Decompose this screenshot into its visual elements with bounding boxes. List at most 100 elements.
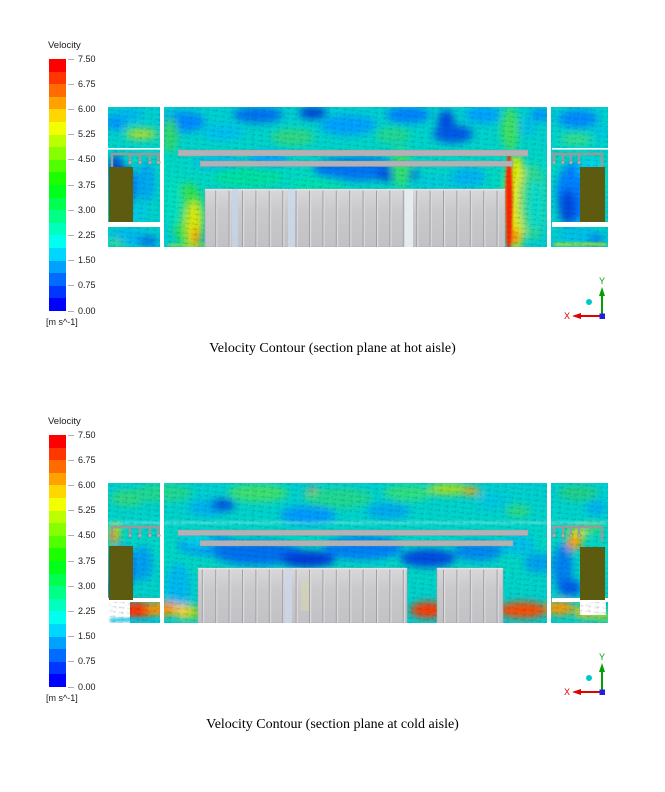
colorbar-band (49, 147, 66, 160)
colorbar-band (49, 674, 66, 687)
colorbar-tick-label: 5.25 (68, 506, 96, 515)
colorbar-tick-label: 7.50 (68, 430, 96, 440)
y-axis-arrowhead (599, 663, 605, 672)
colorbar-band (49, 134, 66, 148)
colorbar-band (49, 523, 66, 536)
colorbar-tick-label: 7.50 (68, 54, 96, 64)
colorbar-band (49, 535, 66, 549)
colorbar-tick-label: 4.50 (68, 531, 96, 540)
pipe-nozzles-left (128, 533, 161, 538)
x-axis-label: X (564, 687, 570, 697)
legend-unit: [m s^-1] (46, 317, 78, 327)
pipe-manifold-right (552, 152, 604, 167)
colorbar-band (49, 285, 66, 299)
colorbar-band (49, 598, 66, 612)
server-racks (204, 188, 506, 247)
pipe-manifold-right (552, 525, 604, 542)
colorbar-tick-label: 0.75 (68, 281, 96, 290)
coordinate-triad: X Y (564, 652, 605, 697)
colorbar (49, 59, 66, 311)
colorbar-tick-label: 0.00 (68, 306, 96, 316)
pipe-manifold-left (110, 152, 160, 167)
colorbar-band (49, 485, 66, 498)
crac-unit-left (109, 546, 133, 600)
colorbar-tick-label: 6.75 (68, 455, 96, 465)
colorbar-band (49, 260, 66, 274)
colorbar-band (49, 159, 66, 173)
cold-aisle-contour-figure (108, 483, 608, 623)
colorbar-band (49, 222, 66, 236)
colorbar-band (49, 96, 66, 110)
colorbar-tick-label: 1.50 (68, 632, 96, 641)
colorbar-band (49, 510, 66, 524)
legend-unit: [m s^-1] (46, 693, 78, 703)
colorbar-band (49, 210, 66, 223)
colorbar-band (49, 273, 66, 286)
colorbar-band (49, 298, 66, 311)
colorbar-ticks: 7.50 6.75 6.00 5.25 4.50 3.75 3.00 2.25 1.50 0.75… (68, 54, 118, 315)
colorbar-band (49, 573, 66, 587)
colorbar-band (49, 623, 66, 637)
y-axis-label: Y (599, 276, 605, 286)
colorbar-band (49, 586, 66, 599)
hot-aisle-contour-figure (108, 107, 608, 247)
colorbar-band (49, 71, 66, 85)
colorbar-tick-label: 4.50 (68, 155, 96, 164)
pipe-nozzles-right (552, 533, 582, 538)
colorbar-tick-label: 3.00 (68, 581, 96, 591)
colorbar-band (49, 460, 66, 473)
colorbar-band (49, 197, 66, 211)
colorbar (49, 435, 66, 687)
colorbar-tick-label: 6.00 (68, 104, 96, 114)
server-racks (197, 567, 504, 623)
colorbar-band (49, 560, 66, 574)
pipe-nozzles-right (552, 160, 582, 165)
colorbar-band (49, 661, 66, 675)
colorbar-band (49, 497, 66, 511)
cable-trays (177, 529, 529, 547)
legend-title: Velocity (48, 416, 81, 427)
colorbar-tick-label: 1.50 (68, 256, 96, 265)
figure-panel-hot-aisle: Velocity 7.50 6.75 6.00 5.25 4.50 3.75 3.00 2.2… (0, 0, 665, 376)
colorbar-band (49, 611, 66, 624)
x-axis-arrowhead (572, 689, 581, 695)
cable-trays (177, 149, 529, 167)
colorbar-band (49, 636, 66, 650)
colorbar-tick-label: 0.00 (68, 682, 96, 692)
z-axis-dot (586, 675, 592, 681)
colorbar-band (49, 59, 66, 72)
crac-unit-right (580, 547, 605, 600)
figure-caption: Velocity Contour (section plane at hot a… (209, 341, 456, 356)
colorbar-band (49, 435, 66, 448)
colorbar-tick-label: 0.75 (68, 657, 96, 666)
colorbar-ticks: 7.50 6.75 6.00 5.25 4.50 3.75 3.00 2.25 1.50 0.75… (68, 430, 118, 691)
room-walls (108, 107, 608, 247)
colorbar-tick-label: 2.25 (68, 606, 96, 616)
colorbar-band (49, 109, 66, 122)
colorbar-band (49, 548, 66, 561)
y-axis-arrowhead (599, 287, 605, 296)
origin-marker (599, 689, 605, 695)
colorbar-tick-label: 3.75 (68, 180, 96, 190)
colorbar-band (49, 121, 66, 135)
colorbar-tick-label: 2.25 (68, 230, 96, 240)
legend-title: Velocity (48, 40, 81, 51)
crac-unit-left (109, 167, 133, 222)
z-axis-dot (586, 299, 592, 305)
colorbar-band (49, 472, 66, 486)
coordinate-triad: X Y (564, 276, 605, 321)
colorbar-band (49, 649, 66, 662)
velocity-legend: Velocity 7.50 6.75 6.00 5.25 4.50 3.75 3.00 2.2… (46, 40, 121, 330)
pipe-manifold-left (110, 525, 160, 542)
colorbar-tick-label: 3.75 (68, 556, 96, 566)
colorbar-tick-label: 6.75 (68, 79, 96, 89)
y-axis-label: Y (599, 652, 605, 662)
origin-marker (599, 313, 605, 319)
colorbar-tick-label: 3.00 (68, 205, 96, 215)
figure-caption: Velocity Contour (section plane at cold … (206, 717, 459, 732)
colorbar-band (49, 447, 66, 461)
crac-unit-right (580, 167, 605, 222)
velocity-legend: Velocity 7.50 6.75 6.00 5.25 4.50 3.75 3.00 2.2… (46, 416, 121, 706)
colorbar-tick-label: 6.00 (68, 480, 96, 490)
